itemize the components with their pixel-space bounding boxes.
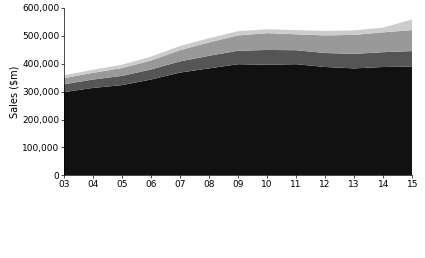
Legend: Small
molecule, Therapeutic
protein, Monoclonal
antibody, Vaccine: Small molecule, Therapeutic protein, Mon… xyxy=(122,255,354,258)
Y-axis label: Sales ($m): Sales ($m) xyxy=(9,65,20,118)
